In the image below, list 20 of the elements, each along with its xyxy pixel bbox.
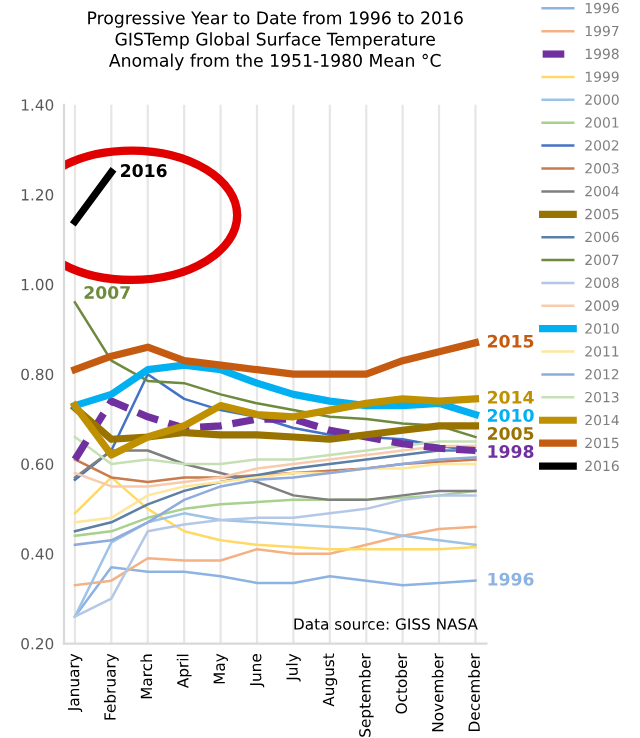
- line-series: [73, 455, 477, 547]
- line-series: [73, 565, 477, 618]
- annotation: 1996: [488, 572, 534, 586]
- annotation: 2010: [487, 408, 534, 422]
- annotation: 2014: [487, 390, 534, 404]
- line-series: [73, 476, 477, 551]
- chart-title: Progressive Year to Date from 1996 to 2016 GISTemp Global Surface Temperature Anomaly from the 1951-1980 Mean °C: [88, 11, 463, 71]
- line-series: [73, 449, 477, 533]
- annotation: 1998: [488, 445, 534, 459]
- line-series: [73, 444, 477, 488]
- line-series: [73, 449, 477, 502]
- line-series: [71, 339, 480, 378]
- line-series: [73, 462, 477, 524]
- annotation: 2016: [121, 164, 167, 178]
- line-series: [73, 301, 477, 439]
- annotation: 2015: [487, 334, 534, 348]
- annotation: 2007: [84, 285, 130, 299]
- line-series: [73, 435, 477, 466]
- annotation: 2005: [487, 426, 534, 440]
- line-series: [73, 525, 477, 587]
